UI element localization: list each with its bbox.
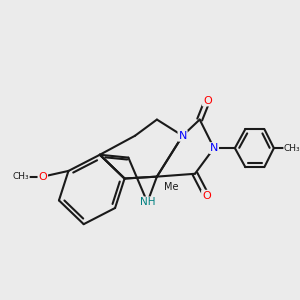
Text: O: O (202, 190, 211, 201)
Text: CH₃: CH₃ (13, 172, 29, 181)
Text: N: N (178, 131, 187, 141)
Text: O: O (203, 96, 212, 106)
Text: Me: Me (164, 182, 178, 192)
Text: CH₃: CH₃ (284, 144, 300, 153)
Text: NH: NH (140, 197, 155, 207)
Text: N: N (210, 143, 218, 153)
Text: O: O (38, 172, 47, 182)
